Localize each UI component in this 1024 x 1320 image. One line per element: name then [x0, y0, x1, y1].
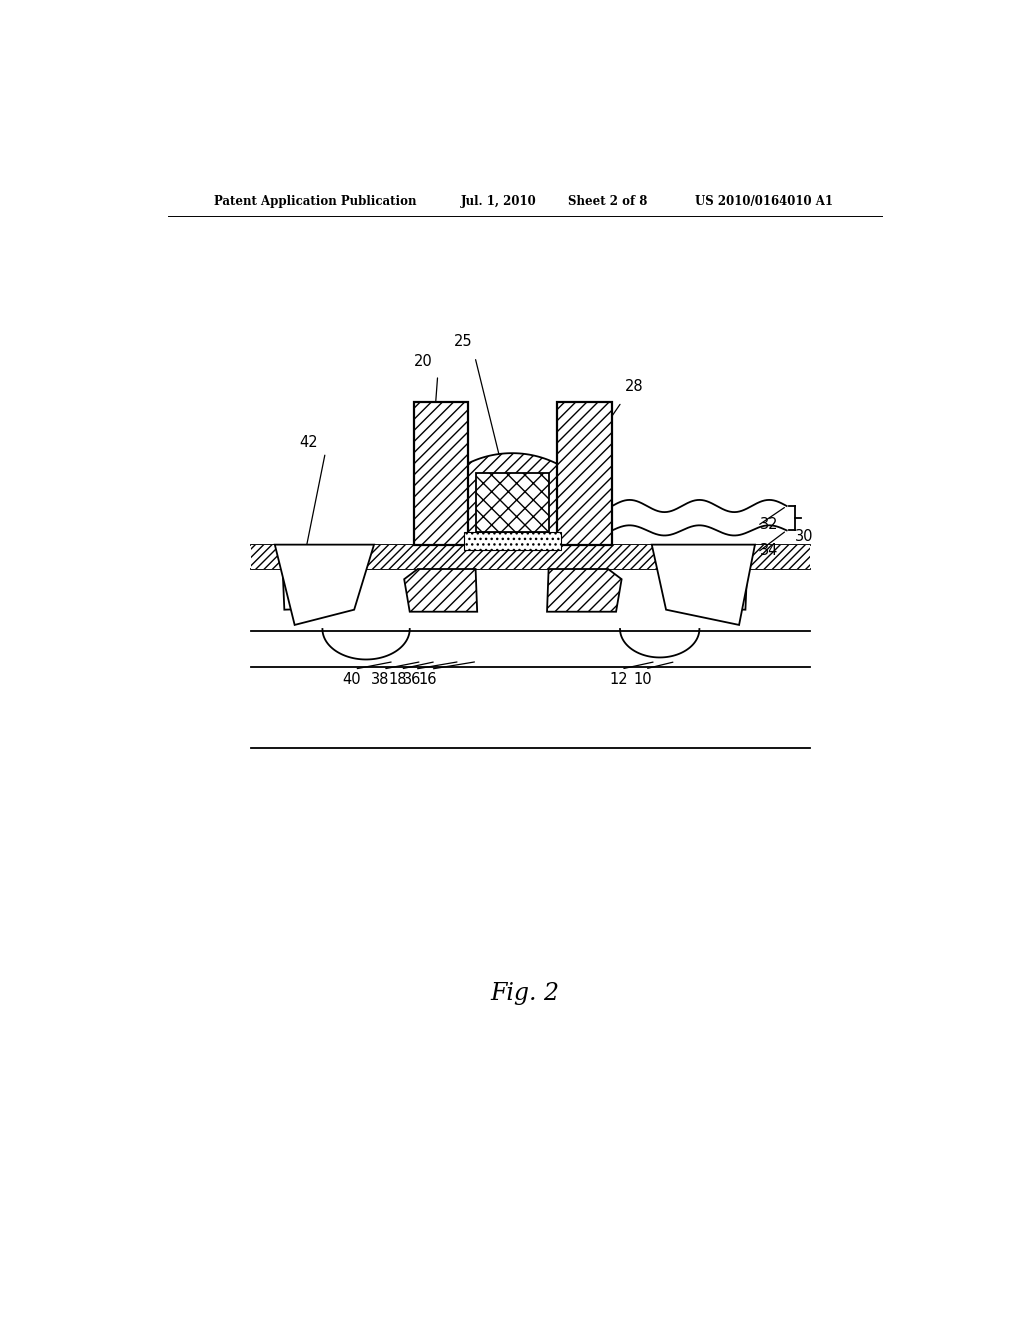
Text: 36: 36 — [402, 672, 421, 686]
Text: 38: 38 — [371, 672, 389, 686]
Polygon shape — [404, 569, 477, 611]
Text: 40: 40 — [342, 672, 361, 686]
Bar — [464, 532, 560, 549]
Polygon shape — [547, 569, 622, 611]
Polygon shape — [416, 453, 608, 545]
Bar — [414, 403, 468, 545]
Polygon shape — [274, 545, 374, 624]
Bar — [557, 403, 612, 545]
Text: Sheet 2 of 8: Sheet 2 of 8 — [568, 194, 648, 207]
Polygon shape — [283, 572, 350, 610]
Text: 28: 28 — [625, 379, 644, 393]
Text: 25: 25 — [454, 334, 472, 348]
Bar — [251, 545, 810, 569]
Text: 30: 30 — [795, 529, 813, 544]
Text: US 2010/0164010 A1: US 2010/0164010 A1 — [695, 194, 834, 207]
Text: 20: 20 — [414, 354, 432, 370]
Text: Jul. 1, 2010: Jul. 1, 2010 — [461, 194, 537, 207]
Text: 42: 42 — [300, 436, 318, 450]
Text: 16: 16 — [419, 672, 437, 686]
Bar — [475, 474, 549, 532]
Text: 18: 18 — [388, 672, 408, 686]
Polygon shape — [652, 545, 755, 624]
Text: Fig. 2: Fig. 2 — [490, 982, 559, 1006]
Text: 34: 34 — [760, 544, 778, 558]
Text: Patent Application Publication: Patent Application Publication — [214, 194, 416, 207]
Text: 12: 12 — [609, 672, 628, 686]
Text: 32: 32 — [760, 517, 778, 532]
Text: 10: 10 — [633, 672, 651, 686]
Polygon shape — [672, 572, 748, 610]
